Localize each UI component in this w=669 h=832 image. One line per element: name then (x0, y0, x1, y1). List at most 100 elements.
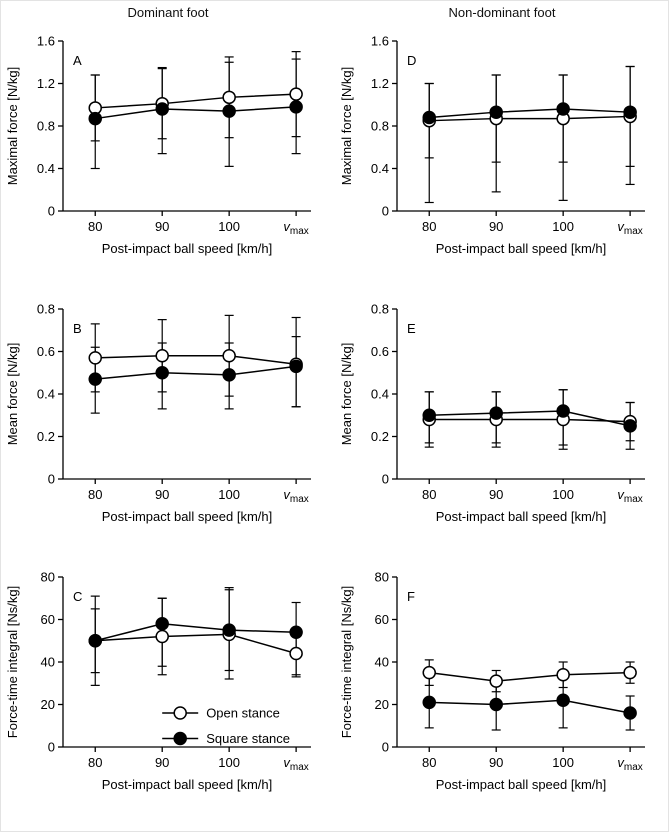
series-line-square-stance (429, 699, 631, 714)
x-axis-title: Post-impact ball speed [km/h] (436, 509, 607, 524)
y-axis-title: Force-time integral [Ns/kg] (5, 586, 20, 738)
cat-subscript: max (290, 762, 309, 773)
marker-open (222, 90, 236, 105)
marker-filled (489, 406, 503, 420)
y-tick-label: 1.2 (37, 76, 55, 91)
y-tick-label: 0 (48, 472, 55, 487)
marker-filled (556, 404, 570, 418)
error-bars-open-stance (90, 51, 301, 142)
x-tick-label: 100 (218, 219, 240, 234)
marker-filled (289, 625, 303, 639)
cat-subscript: max (290, 494, 309, 505)
panel-letter: F (407, 589, 415, 604)
x-axis-title: Post-impact ball speed [km/h] (102, 777, 273, 792)
y-tick-label: 1.6 (37, 34, 55, 49)
chart-F: 0 20 40 60 80 80 90 100 vmax Force-time integral … (339, 570, 645, 792)
series-line-open-stance (429, 418, 631, 423)
y-tick-label: 0.4 (37, 161, 55, 176)
marker-open (155, 349, 169, 363)
x-tick-label: 80 (88, 219, 102, 234)
y-tick-label: 0.8 (37, 119, 55, 134)
marker-filled (289, 359, 303, 374)
y-tick-label: 80 (41, 570, 55, 585)
marker-filled (489, 697, 503, 712)
y-tick-label: 0 (48, 204, 55, 219)
x-tick-label: 90 (489, 219, 503, 234)
series-line-open-stance (95, 93, 297, 109)
y-axis-title: Force-time integral [Ns/kg] (339, 586, 354, 738)
error-bars (90, 314, 301, 414)
x-tick-label: 100 (552, 487, 574, 502)
x-tick-label: 90 (489, 755, 503, 770)
x-tick-label: 90 (155, 755, 169, 770)
error-bars (424, 659, 635, 731)
marker-filled (155, 366, 169, 380)
markers (88, 617, 303, 661)
x-tick-label: 80 (88, 487, 102, 502)
marker-open (623, 665, 637, 680)
axes (392, 40, 645, 216)
panel-C: 0 20 40 60 80 80 90 100 vmax Force-time integral … (1, 565, 335, 831)
x-tick-label: 80 (88, 755, 102, 770)
x-tick-label: 80 (422, 755, 436, 770)
markers-open-stance (88, 87, 303, 115)
y-tick-label: 0 (382, 472, 389, 487)
marker-filled (222, 104, 236, 118)
legend-marker-open (173, 706, 187, 720)
marker-filled (88, 111, 102, 126)
series-line-square-stance (429, 410, 631, 427)
y-tick-label: 0.4 (371, 387, 389, 402)
panel-letter: B (73, 321, 82, 336)
y-tick-label: 0 (382, 204, 389, 219)
x-tick-label: 100 (218, 487, 240, 502)
marker-open (289, 87, 303, 101)
marker-filled (88, 634, 102, 648)
x-tick-label: 90 (155, 487, 169, 502)
error-bars (90, 587, 301, 686)
y-tick-label: 40 (375, 655, 389, 670)
y-tick-label: 0.8 (371, 119, 389, 134)
y-tick-label: 80 (375, 570, 389, 585)
series-lines (95, 622, 297, 655)
y-axis-title: Maximal force [N/kg] (5, 67, 20, 185)
panel-D: 0 0.4 0.8 1.2 1.6 80 90 100 vmax Maximal force [N… (335, 29, 668, 297)
error-bars (424, 65, 635, 204)
markers-square-stance (422, 693, 637, 720)
axes (58, 308, 311, 484)
cat-subscript: max (624, 494, 643, 505)
series-lines (429, 108, 631, 122)
marker-open (489, 674, 503, 688)
cat-main: v (617, 755, 625, 770)
y-tick-label: 0.6 (371, 344, 389, 359)
legend: Open stance Square stance (162, 706, 290, 746)
y-tick-label: 1.2 (371, 76, 389, 91)
y-tick-label: 0.2 (37, 429, 55, 444)
marker-filled (556, 102, 570, 116)
series-line-square-stance (95, 365, 297, 380)
chart-D: 0 0.4 0.8 1.2 1.6 80 90 100 vmax Maximal force [N… (339, 34, 645, 256)
marker-filled (623, 105, 637, 119)
y-tick-label: 0.4 (371, 161, 389, 176)
marker-filled (155, 617, 169, 631)
x-tick-label: 90 (489, 487, 503, 502)
y-tick-label: 1.6 (371, 34, 389, 49)
marker-filled (88, 372, 102, 386)
legend-label: Square stance (206, 731, 290, 746)
cat-subscript: max (624, 762, 643, 773)
markers (88, 349, 303, 386)
axes (392, 576, 645, 752)
x-tick-label: vmax (617, 487, 642, 505)
series-line-square-stance (429, 108, 631, 119)
series-lines (95, 355, 297, 380)
marker-filled (155, 102, 169, 116)
cat-subscript: max (624, 226, 643, 237)
cat-main: v (283, 755, 291, 770)
marker-filled (289, 100, 303, 114)
marker-open (289, 646, 303, 661)
panel-letter: C (73, 589, 82, 604)
marker-open (155, 629, 169, 644)
marker-open (556, 668, 570, 682)
y-tick-label: 0.8 (37, 302, 55, 317)
series-line-open-stance (95, 355, 297, 365)
error-bars-open-stance (424, 65, 635, 167)
